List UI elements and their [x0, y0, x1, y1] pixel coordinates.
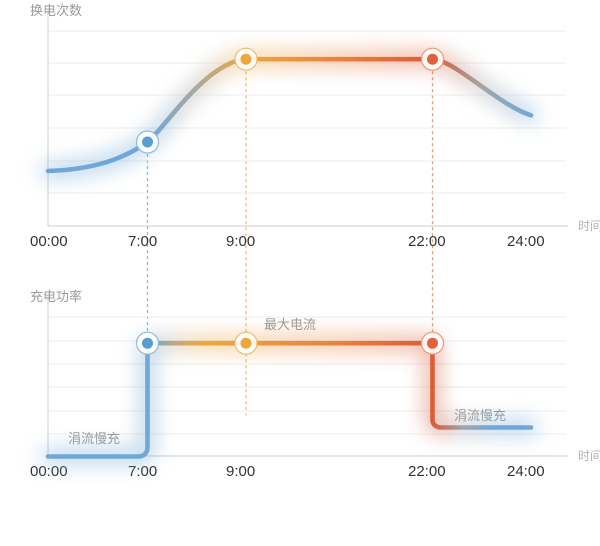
svg-text:00:00: 00:00: [30, 463, 68, 480]
svg-text:时间: 时间: [578, 219, 600, 233]
svg-text:最大电流: 最大电流: [264, 317, 316, 332]
svg-text:24:00: 24:00: [507, 233, 545, 250]
svg-text:24:00: 24:00: [507, 463, 545, 480]
svg-text:涓流慢充: 涓流慢充: [68, 431, 120, 446]
svg-text:7:00: 7:00: [128, 463, 157, 480]
svg-text:00:00: 00:00: [30, 233, 68, 250]
svg-text:充电功率: 充电功率: [30, 289, 82, 304]
svg-text:9:00: 9:00: [226, 463, 255, 480]
svg-text:7:00: 7:00: [128, 233, 157, 250]
svg-text:换电次数: 换电次数: [30, 3, 82, 18]
svg-text:22:00: 22:00: [408, 233, 446, 250]
svg-text:9:00: 9:00: [226, 233, 255, 250]
svg-text:时间: 时间: [578, 449, 600, 463]
svg-text:22:00: 22:00: [408, 463, 446, 480]
